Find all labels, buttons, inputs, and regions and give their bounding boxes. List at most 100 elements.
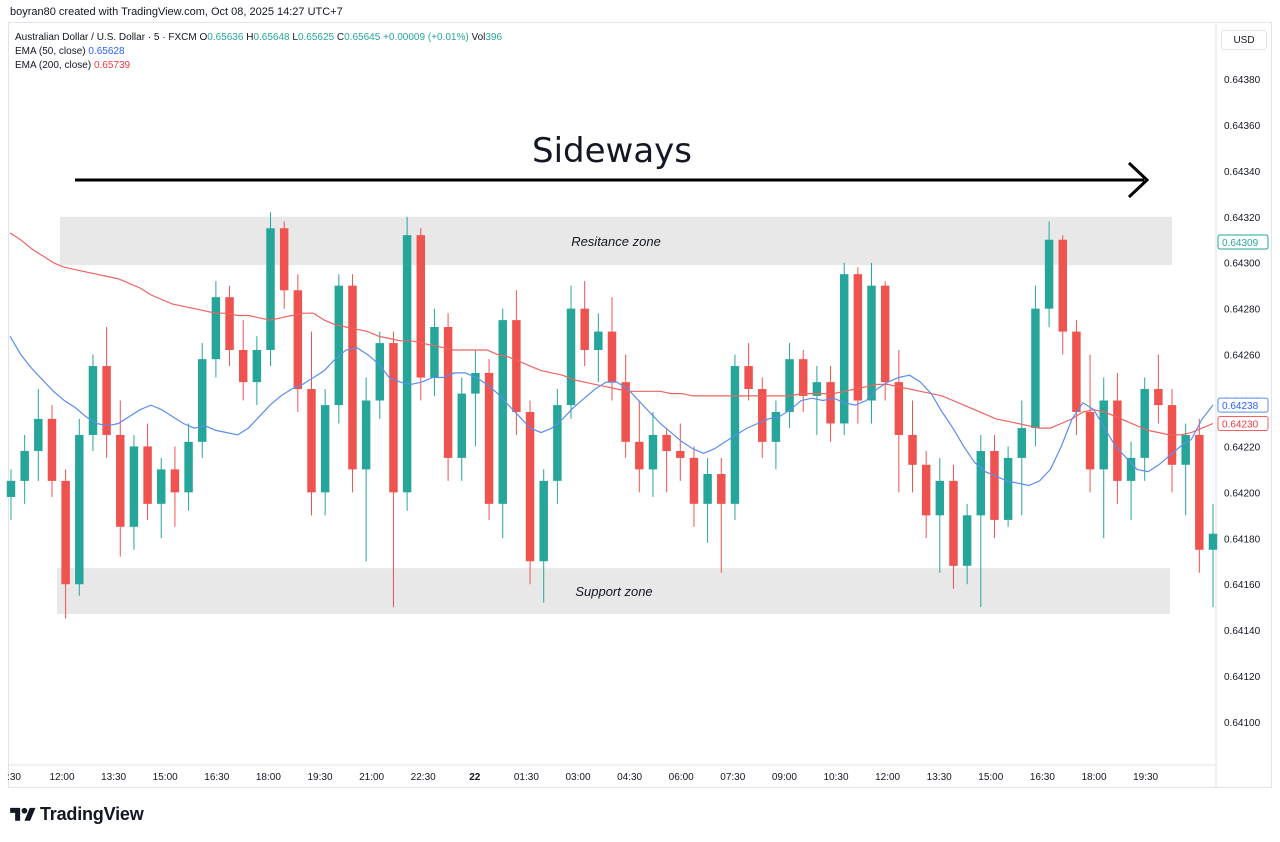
price-badge-label: 0.64309 [1222, 238, 1259, 249]
time-tick-label: 04:30 [617, 772, 642, 783]
time-tick-label: 18:00 [1081, 772, 1106, 783]
close-label: C [336, 32, 345, 43]
change-value: +0.00009 (+0.01%) [383, 32, 469, 43]
price-tick-label: 0.64320 [1224, 213, 1261, 224]
price-tick-label: 0.64280 [1224, 305, 1261, 316]
time-tick-label: 03:00 [565, 772, 590, 783]
candle-body [607, 331, 617, 383]
candle-body [457, 393, 466, 458]
candle-body [512, 320, 521, 412]
low-value: 0.65625 [297, 32, 335, 43]
ema-layer [9, 232, 1214, 487]
last-price-badge [1217, 234, 1269, 250]
support-zone[interactable] [57, 568, 1170, 615]
time-tick-label: 12:00 [875, 772, 900, 783]
sideways-label[interactable]: Sideways [532, 131, 692, 171]
candle-body [935, 480, 945, 516]
sideways-arrow-head [1127, 161, 1150, 199]
ohlc-row: Australian Dollar / U.S. Dollar · 5 · FX… [15, 31, 502, 45]
candle-body [580, 308, 589, 350]
candle-body [170, 469, 180, 493]
candle-body [1113, 400, 1122, 481]
price-tick-label: 0.64180 [1224, 534, 1261, 545]
candle-body [1099, 400, 1108, 470]
candle-body [1085, 411, 1095, 470]
candle-body [867, 285, 876, 401]
candle-body [157, 469, 166, 504]
ema50-row[interactable]: EMA (50, close) 0.65628 [15, 45, 502, 59]
time-tick-label: 07:30 [720, 772, 745, 783]
candle-body [990, 451, 999, 520]
time-tick-label: 06:00 [669, 772, 694, 783]
candle-body [211, 297, 221, 360]
time-tick-label: 15:00 [153, 772, 178, 783]
time-tick-label: 09:00 [772, 772, 797, 783]
time-tick-label: 13:30 [101, 772, 126, 783]
candle-body [1003, 457, 1013, 520]
candle-body [443, 327, 453, 458]
time-tick-label: 22:30 [411, 772, 436, 783]
candle-body [293, 290, 303, 390]
ema200-label: EMA (200, close) [15, 60, 92, 71]
candle-body [1208, 533, 1218, 550]
candle-body [949, 480, 958, 566]
candle-body [129, 446, 139, 527]
time-axis[interactable]: :30 12:00 13:30 15:00 16:30 18:00 19:30 21:00 22… [7, 772, 1159, 783]
candle-body [1181, 434, 1190, 465]
candle-body [635, 441, 644, 470]
currency-button[interactable]: USD [1221, 30, 1267, 50]
volume-value: 396 [485, 32, 503, 43]
price-tick-label: 0.64380 [1224, 75, 1261, 86]
candle-body [1154, 389, 1163, 406]
candle-body [594, 331, 603, 350]
time-tick-label: 15:00 [978, 772, 1003, 783]
candle-body [908, 434, 917, 465]
candle-body [1195, 434, 1204, 550]
candle-body [320, 405, 330, 493]
time-tick-label: 12:00 [49, 772, 74, 783]
candle-body [225, 297, 234, 350]
resistance-zone[interactable] [60, 216, 1172, 266]
candle-body [566, 308, 576, 406]
candle-body [798, 359, 808, 396]
tradingview-logo-icon [10, 807, 36, 821]
tradingview-logo[interactable]: TradingView [10, 804, 144, 825]
price-tick-label: 0.64260 [1224, 351, 1261, 362]
candle-body [1072, 331, 1081, 412]
candle-body [307, 389, 316, 493]
candle-body [744, 366, 753, 390]
candle-body [6, 480, 16, 497]
ema50-price-badge [1217, 397, 1269, 413]
candle-body [648, 434, 658, 470]
candle-body [1017, 428, 1027, 458]
candle-body [662, 434, 671, 452]
ema50-value: 0.65628 [88, 46, 125, 57]
candle-body [689, 457, 699, 504]
time-tick-label: 22 [469, 772, 481, 783]
price-tick-label: 0.64120 [1224, 672, 1261, 683]
candle-body [839, 274, 849, 424]
candle-body [430, 327, 439, 378]
candle-body [921, 464, 931, 516]
candle-body [962, 515, 972, 566]
time-tick-label: 10:30 [823, 772, 848, 783]
candle-body [1126, 457, 1136, 481]
candle-body [1044, 239, 1054, 309]
symbol-label[interactable]: Australian Dollar / U.S. Dollar · 5 · FX… [15, 32, 197, 43]
candle-body [539, 480, 548, 562]
open-label: O [199, 32, 208, 43]
chart-attribution: boyran80 created with TradingView.com, O… [10, 6, 343, 18]
candle-body [238, 349, 248, 383]
time-tick-label: 13:30 [927, 772, 952, 783]
candle-body [976, 451, 986, 516]
time-tick-label: 16:30 [204, 772, 229, 783]
price-tick-label: 0.64220 [1224, 442, 1261, 453]
price-axis[interactable]: 0.64380 0.64360 0.64340 0.64320 0.64300 0.642… [1217, 75, 1269, 729]
candle-body [1058, 239, 1067, 332]
candle-body [785, 359, 794, 412]
candle-body [525, 411, 535, 562]
candle-body [471, 372, 480, 394]
ema50-line [9, 335, 1214, 487]
ema200-row[interactable]: EMA (200, close) 0.65739 [15, 59, 502, 73]
